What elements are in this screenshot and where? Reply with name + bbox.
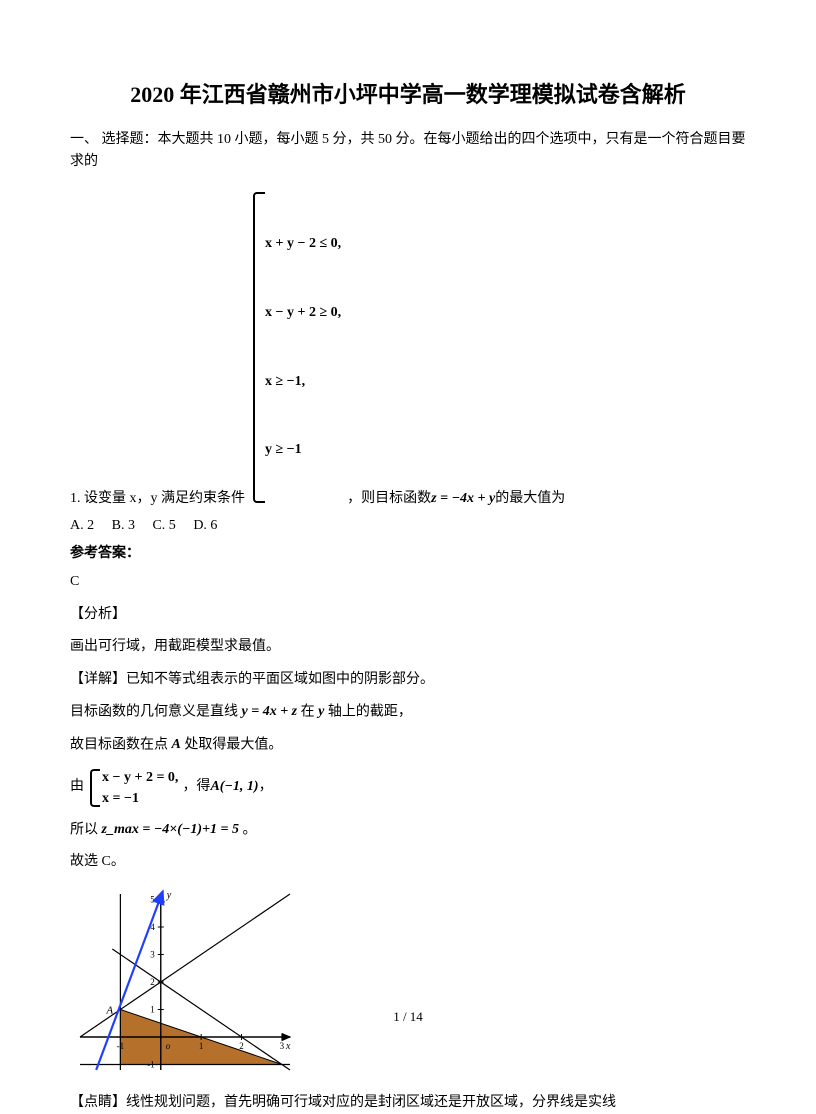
option-c: C. 5 <box>152 518 175 533</box>
answer-value: C <box>70 571 746 593</box>
option-d: D. 6 <box>193 518 217 533</box>
q1-stem-mid: ，则目标函数 <box>347 488 431 510</box>
svg-text:3: 3 <box>280 1041 285 1051</box>
section-header: 一、 选择题：本大题共 10 小题，每小题 5 分，共 50 分。在每小题给出的… <box>70 129 746 174</box>
svg-text:1: 1 <box>199 1041 204 1051</box>
q1-constraints: x + y − 2 ≤ 0, x − y + 2 ≥ 0, x ≥ −1, y … <box>251 188 341 507</box>
so-line: 所以 z_max = −4×(−1)+1 = 5 。 <box>70 819 746 842</box>
svg-text:2: 2 <box>150 977 155 987</box>
answer-label: 参考答案： <box>70 543 746 565</box>
page-title: 2020 年江西省赣州市小坪中学高一数学理模拟试卷含解析 <box>70 80 746 111</box>
system-solve: 由 x − y + 2 = 0, x = −1 ，得 A(−1, 1) ， <box>70 767 746 809</box>
page-footer: 1 / 14 <box>0 1007 816 1028</box>
svg-text:5: 5 <box>150 894 155 904</box>
conclude: 故选 C。 <box>70 851 746 873</box>
equation-system: x − y + 2 = 0, x = −1 <box>88 767 178 809</box>
so-suf: 。 <box>243 822 257 837</box>
point-a-symbol: A <box>172 734 181 756</box>
note-line: 【点睛】线性规划问题，首先明确可行域对应的是封闭区域还是开放区域，分界线是实线 <box>70 1092 746 1114</box>
q1-options: A. 2 B. 3 C. 5 D. 6 <box>70 515 746 537</box>
sys-pre: 由 <box>70 776 84 798</box>
constraint-row: x ≥ −1, <box>265 370 341 394</box>
analysis-text: 画出可行域，用截距模型求最值。 <box>70 636 746 658</box>
point-a-coords: A(−1, 1) <box>210 776 258 798</box>
so-pre: 所以 <box>70 822 98 837</box>
feasible-region-chart: -1123-112345oxyA <box>70 884 300 1084</box>
q1-stem-suffix: 的最大值为 <box>495 488 565 510</box>
option-b: B. 3 <box>112 518 135 533</box>
q1-stem-prefix: 1. 设变量 x，y 满足约束条件 <box>70 488 245 510</box>
svg-text:2: 2 <box>239 1041 244 1051</box>
detail-p1-pre: 目标函数的几何意义是直线 <box>70 704 238 719</box>
sys-row: x − y + 2 = 0, <box>102 767 178 788</box>
q1-objective-formula: z = −4x + y <box>431 488 495 510</box>
detail-p2-suf: 处取得最大值。 <box>184 737 282 752</box>
detail-p2-pre: 故目标函数在点 <box>70 737 168 752</box>
detail-p1-mid: 在 <box>301 704 315 719</box>
constraint-row: y ≥ −1 <box>265 438 341 462</box>
svg-text:o: o <box>166 1041 171 1051</box>
zmax-formula: z_max = −4×(−1)+1 = 5 <box>102 819 240 841</box>
sys-mid: ，得 <box>182 776 210 798</box>
detail-p1: 目标函数的几何意义是直线 y = 4x + z 在 y 轴上的截距， <box>70 701 746 724</box>
svg-text:3: 3 <box>150 949 155 959</box>
question-1: 1. 设变量 x，y 满足约束条件 x + y − 2 ≤ 0, x − y +… <box>70 188 746 1114</box>
constraint-row: x + y − 2 ≤ 0, <box>265 232 341 256</box>
detail-label: 【详解】已知不等式组表示的平面区域如图中的阴影部分。 <box>70 669 746 691</box>
analysis-label: 【分析】 <box>70 604 746 626</box>
y-axis-symbol: y <box>318 701 324 723</box>
detail-p2: 故目标函数在点 A 处取得最大值。 <box>70 734 746 757</box>
sys-row: x = −1 <box>102 788 178 809</box>
option-a: A. 2 <box>70 518 94 533</box>
line-formula: y = 4x + z <box>242 701 298 723</box>
detail-p1-suf: 轴上的截距， <box>328 704 412 719</box>
svg-text:x: x <box>285 1041 291 1052</box>
chart-svg: -1123-112345oxyA <box>70 884 300 1084</box>
svg-text:y: y <box>166 890 172 901</box>
q1-stem: 1. 设变量 x，y 满足约束条件 x + y − 2 ≤ 0, x − y +… <box>70 188 746 511</box>
sys-suf: ， <box>259 776 273 798</box>
constraint-row: x − y + 2 ≥ 0, <box>265 301 341 325</box>
